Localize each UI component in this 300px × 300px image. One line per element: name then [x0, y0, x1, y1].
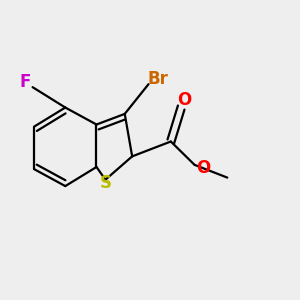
Text: S: S [99, 174, 111, 192]
Text: O: O [177, 91, 191, 109]
Text: O: O [196, 159, 211, 177]
Text: F: F [20, 73, 31, 91]
Text: Br: Br [148, 70, 169, 88]
